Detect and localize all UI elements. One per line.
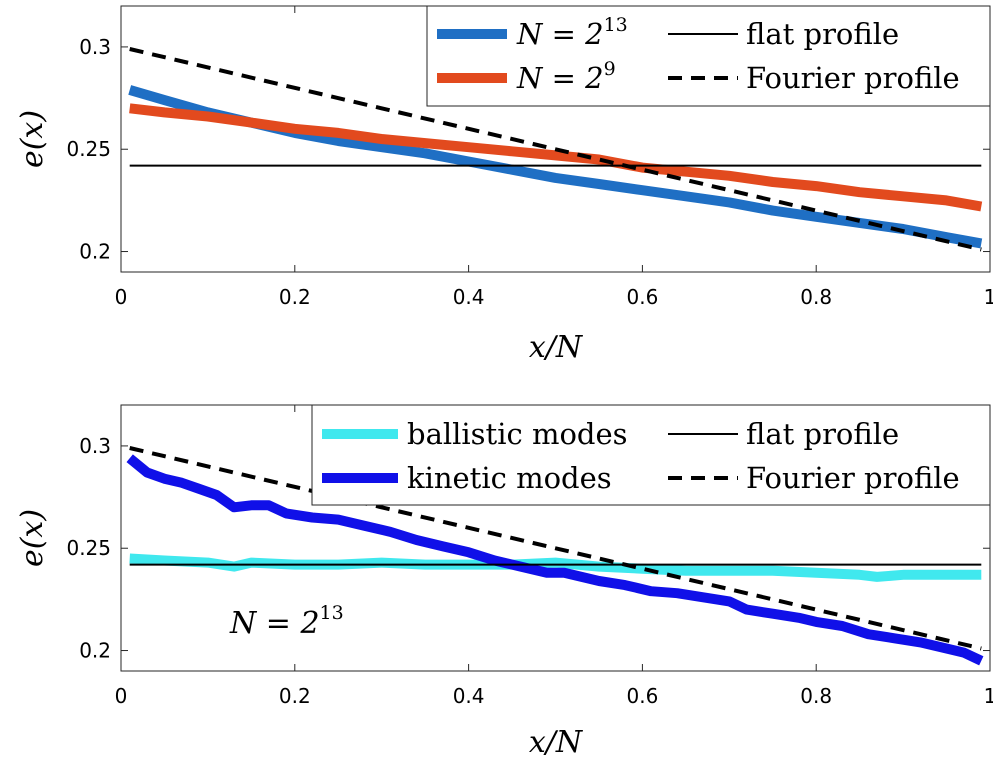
y-tick-label: 0.2 [79,639,111,663]
series-line-fourier-profile [129,446,982,651]
x-tick-label: 0.4 [453,285,485,309]
x-tick-label: 0.6 [626,684,658,708]
y-tick-label: 0.25 [66,536,111,560]
legend-entry-base: N = 2 [516,17,604,51]
legend-box [311,404,991,506]
legend-entry-exponent: 9 [604,58,616,80]
y-tick-label: 0.3 [79,434,111,458]
x-tick-label: 0.8 [800,684,832,708]
series-line-fourier-profile [129,47,982,252]
annotation-exponent: 13 [320,602,344,624]
x-tick-label: 0.6 [626,285,658,309]
legend-entry: Fourier profile [746,61,960,95]
series-line-n-2-9 [129,103,983,212]
annotation-n: N = 213 [229,602,344,641]
y-tick-label: 0.25 [66,137,111,161]
legend-entry: ballistic modes [407,417,628,451]
legend-entry: flat profile [746,17,899,51]
x-tick-label: 0 [115,285,128,309]
x-tick-label: 0.2 [279,285,311,309]
annotation-base: N = 2 [229,606,320,641]
x-axis-label: x/N [529,725,584,760]
x-tick-label: 1 [984,684,993,708]
y-axis-label: e(x) [15,110,50,168]
panel-1: 0 0.2 0.4 0.6 0.8 10.20.250.3x/Ne(x)N = 213 fl… [15,5,993,365]
legend-entry: N = 29 [516,58,616,95]
series-line-kinetic-modes [126,454,984,666]
x-axis-label: x/N [529,330,584,365]
legend: ballistic modes flat profile kinetic modes… [311,404,991,506]
x-tick-label: 0.4 [453,684,485,708]
y-tick-label: 0.2 [79,240,111,264]
panel-2: 0 0.2 0.4 0.6 0.8 10.20.250.3x/Ne(x)ballistic… [15,404,993,760]
legend-entry: Fourier profile [746,461,960,495]
x-tick-label: 1 [984,285,993,309]
legend-box [426,5,991,107]
y-axis-label: e(x) [15,509,50,567]
x-tick-label: 0 [115,684,128,708]
legend-entry: kinetic modes [407,461,612,495]
legend-entry: N = 213 [516,14,628,51]
legend-entry-exponent: 13 [604,14,628,36]
y-tick-label: 0.3 [79,35,111,59]
legend-entry: flat profile [746,417,899,451]
legend-entry-base: N = 2 [516,61,604,95]
x-tick-label: 0.2 [279,684,311,708]
x-tick-label: 0.8 [800,285,832,309]
